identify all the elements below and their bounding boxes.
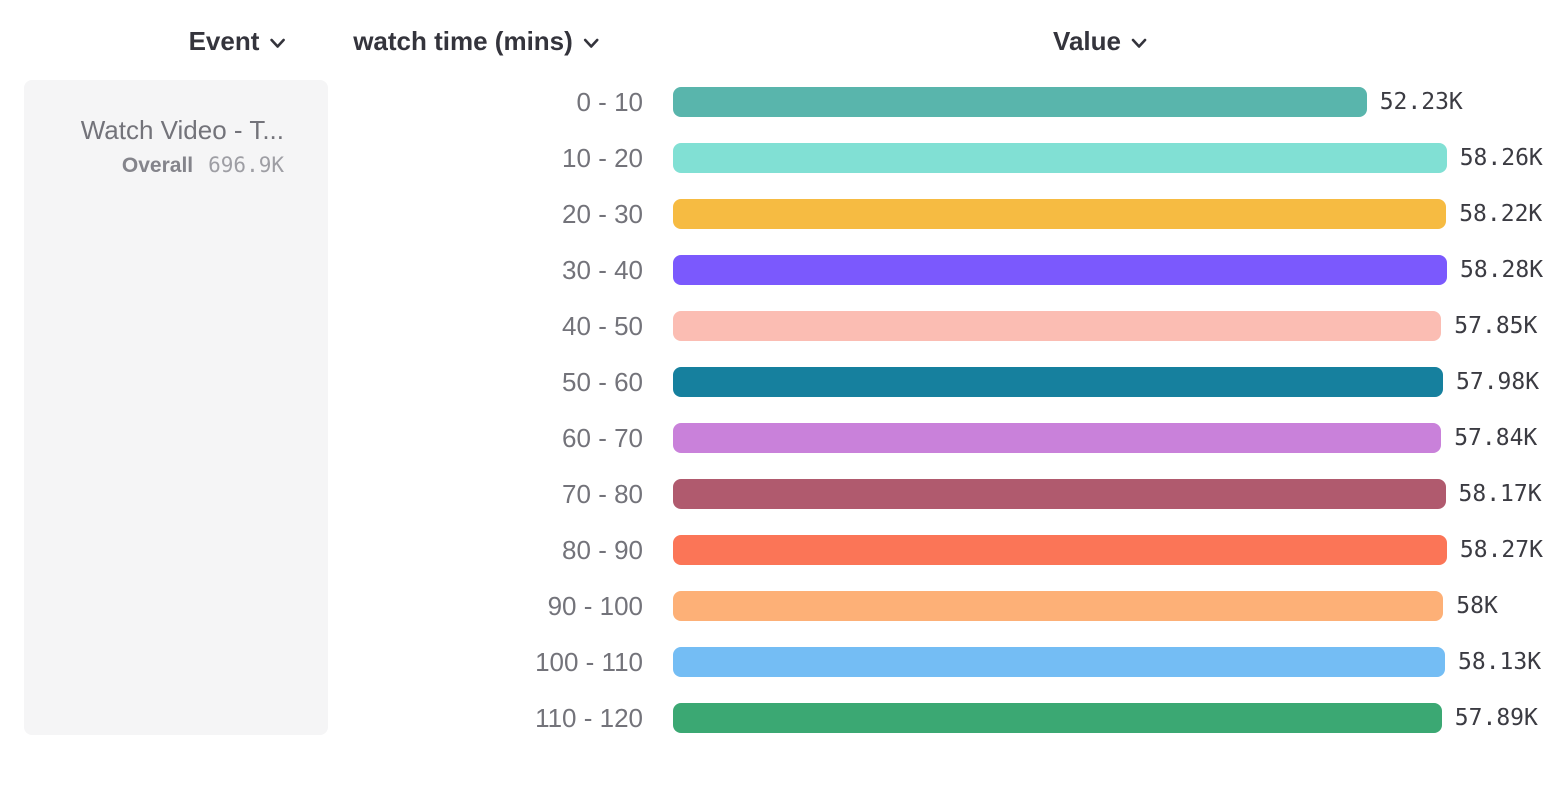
chevron-down-icon	[1131, 38, 1147, 49]
category-label: 110 - 120	[535, 702, 643, 733]
value-label: 57.89K	[1454, 705, 1538, 731]
value-column-dropdown[interactable]: Value	[1053, 26, 1147, 57]
event-overall-row: Overall 696.9K	[24, 153, 284, 178]
value-label: 52.23K	[1379, 89, 1463, 115]
value-label: 58.22K	[1459, 201, 1543, 227]
event-column-dropdown[interactable]: Event	[189, 26, 286, 57]
chart-row: 80 - 90 58.27K	[0, 522, 1568, 578]
chart-row: 110 - 120 57.89K	[0, 690, 1568, 746]
value-label: 57.85K	[1454, 313, 1538, 339]
overall-value: 696.9K	[208, 153, 284, 177]
category-label: 70 - 80	[562, 478, 643, 509]
category-label: 30 - 40	[562, 254, 643, 285]
value-bar[interactable]	[673, 423, 1442, 453]
chart-row: 90 - 100 58K	[0, 578, 1568, 634]
chevron-down-icon	[269, 38, 285, 49]
event-name: Watch Video - T...	[80, 115, 284, 145]
chart-row: 70 - 80 58.17K	[0, 466, 1568, 522]
value-bar[interactable]	[673, 87, 1367, 117]
value-label: 58.17K	[1458, 481, 1542, 507]
chart-row: 20 - 30 58.22K	[0, 186, 1568, 242]
value-label: 58.13K	[1458, 649, 1542, 675]
category-label: 80 - 90	[562, 534, 643, 565]
value-bar[interactable]	[673, 367, 1443, 397]
breakdown-column-label: watch time (mins)	[353, 26, 573, 56]
event-legend-card[interactable]: Watch Video - T... Overall 696.9K	[24, 80, 328, 735]
value-column-label: Value	[1053, 26, 1121, 56]
value-bar[interactable]	[673, 535, 1447, 565]
category-label: 0 - 10	[576, 86, 644, 117]
value-label: 58K	[1456, 593, 1498, 619]
category-label: 50 - 60	[562, 366, 643, 397]
chart-row: 0 - 10 52.23K	[0, 74, 1568, 130]
value-bar[interactable]	[673, 647, 1445, 677]
value-label: 57.84K	[1454, 425, 1538, 451]
breakdown-column-dropdown[interactable]: watch time (mins)	[353, 26, 599, 57]
value-bar[interactable]	[673, 479, 1446, 509]
chevron-down-icon	[583, 38, 599, 49]
category-label: 10 - 20	[562, 142, 643, 173]
category-label: 90 - 100	[547, 590, 643, 621]
value-label: 58.28K	[1460, 257, 1544, 283]
overall-label: Overall	[121, 154, 194, 177]
value-bar[interactable]	[673, 311, 1442, 341]
chart-row: 60 - 70 57.84K	[0, 410, 1568, 466]
bar-chart-rows: 0 - 10 52.23K 10 - 20 58.26K 20 - 30 58.…	[0, 74, 1568, 746]
value-bar[interactable]	[673, 143, 1447, 173]
value-label: 58.27K	[1459, 537, 1543, 563]
value-bar[interactable]	[673, 703, 1442, 733]
chart-row: 100 - 110 58.13K	[0, 634, 1568, 690]
value-bar[interactable]	[673, 591, 1444, 621]
value-label: 58.26K	[1459, 145, 1543, 171]
chart-row: 10 - 20 58.26K	[0, 130, 1568, 186]
event-column-label: Event	[188, 26, 260, 56]
category-label: 20 - 30	[562, 198, 643, 229]
chart-row: 40 - 50 57.85K	[0, 298, 1568, 354]
category-label: 100 - 110	[535, 646, 643, 677]
value-bar[interactable]	[673, 255, 1447, 285]
chart-row: 50 - 60 57.98K	[0, 354, 1568, 410]
chart-row: 30 - 40 58.28K	[0, 242, 1568, 298]
category-label: 60 - 70	[562, 422, 643, 453]
value-label: 57.98K	[1456, 369, 1540, 395]
category-label: 40 - 50	[562, 310, 643, 341]
value-bar[interactable]	[673, 199, 1447, 229]
